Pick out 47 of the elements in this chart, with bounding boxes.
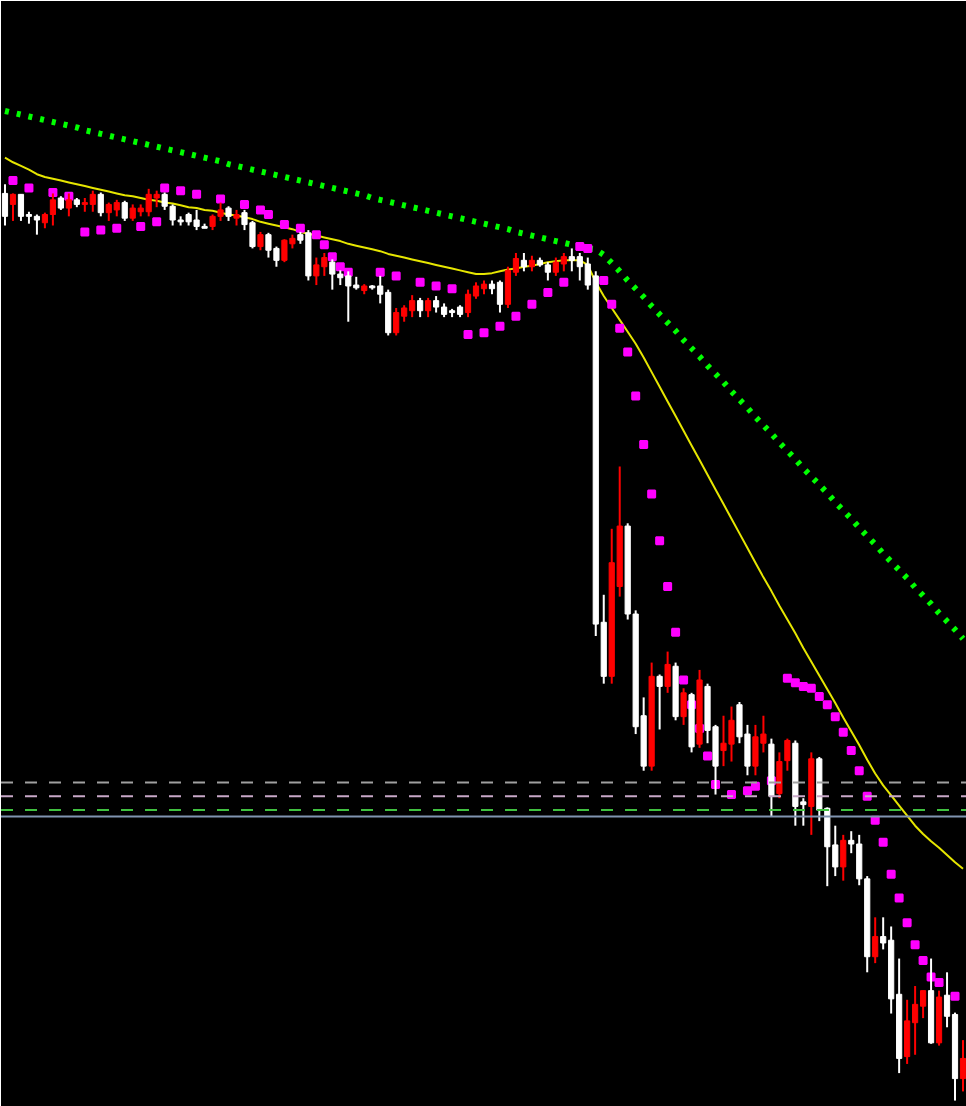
candlestick [409,294,416,319]
candlestick [904,998,911,1065]
candlestick [121,199,128,222]
candlestick [920,989,927,1020]
candlestick [49,192,56,227]
candlestick [105,201,112,222]
candlestick [576,251,583,282]
candlestick [145,187,152,218]
candlestick [680,687,687,726]
candlestick [544,261,551,282]
candlestick [959,1039,966,1093]
candlestick [193,208,200,232]
candlestick [393,306,400,337]
candlestick [504,265,512,309]
candlestick [464,288,472,319]
candlestick [17,193,25,222]
candlestick [752,723,759,777]
candlestick [656,673,663,731]
candlestick [9,192,17,222]
candlestick [728,705,735,763]
candlestick [520,251,528,273]
candlestick [664,650,671,694]
candlestick [425,296,432,319]
candlestick [808,751,815,836]
candlestick [496,279,504,314]
candlestick [872,916,879,965]
candlestick [840,833,847,882]
candlestick [321,251,328,277]
candlestick [313,256,320,287]
candlestick [265,231,272,259]
candlestick [345,270,352,323]
candlestick [281,238,288,264]
candlestick [97,191,104,218]
candlestick [560,251,567,273]
candlestick [1,183,9,227]
candlestick [249,219,256,250]
candlestick [33,213,41,236]
candlestick [417,296,424,319]
candlestick [385,288,392,337]
candlestick [935,989,943,1047]
candlestick [568,247,575,273]
candlestick [89,189,96,213]
candlestick [912,985,919,1056]
candlestick [552,256,559,277]
candlestick [257,230,264,252]
candlestick [720,714,727,768]
candlestick [305,229,312,282]
